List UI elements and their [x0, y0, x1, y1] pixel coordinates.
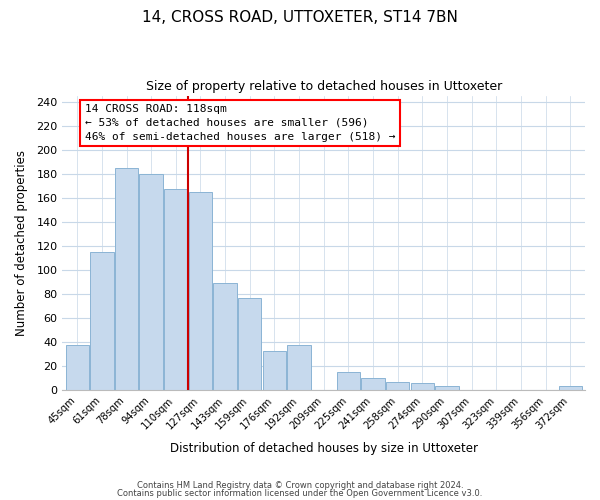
Bar	[410, 383, 434, 390]
Bar	[559, 386, 582, 390]
Bar	[65, 344, 89, 391]
Bar	[386, 382, 409, 390]
Y-axis label: Number of detached properties: Number of detached properties	[15, 150, 28, 336]
Bar	[435, 386, 458, 390]
Bar	[263, 350, 286, 391]
Title: Size of property relative to detached houses in Uttoxeter: Size of property relative to detached ho…	[146, 80, 502, 93]
Bar	[337, 372, 360, 390]
Bar	[139, 174, 163, 390]
Bar	[115, 168, 138, 390]
Bar	[238, 298, 262, 390]
Text: Contains HM Land Registry data © Crown copyright and database right 2024.: Contains HM Land Registry data © Crown c…	[137, 481, 463, 490]
Bar	[164, 190, 188, 390]
Text: Contains public sector information licensed under the Open Government Licence v3: Contains public sector information licen…	[118, 488, 482, 498]
X-axis label: Distribution of detached houses by size in Uttoxeter: Distribution of detached houses by size …	[170, 442, 478, 455]
Bar	[361, 378, 385, 390]
Text: 14 CROSS ROAD: 118sqm
← 53% of detached houses are smaller (596)
46% of semi-det: 14 CROSS ROAD: 118sqm ← 53% of detached …	[85, 104, 395, 142]
Bar	[90, 252, 113, 390]
Bar	[214, 284, 237, 391]
Bar	[287, 344, 311, 391]
Bar	[189, 192, 212, 390]
Text: 14, CROSS ROAD, UTTOXETER, ST14 7BN: 14, CROSS ROAD, UTTOXETER, ST14 7BN	[142, 10, 458, 25]
